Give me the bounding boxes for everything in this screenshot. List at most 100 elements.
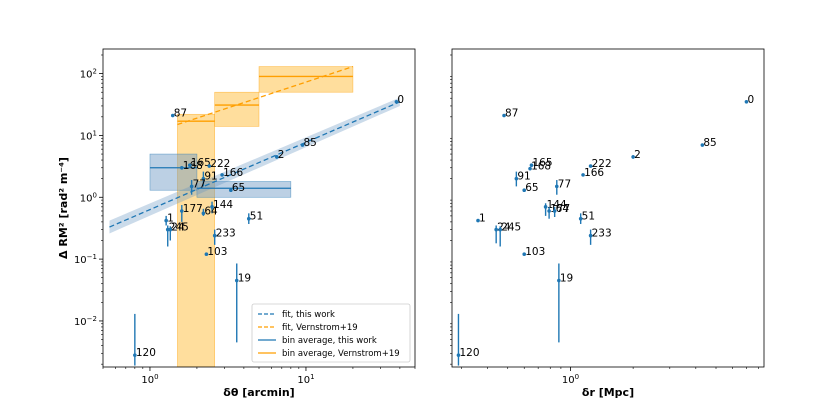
point-label: 120 <box>459 347 479 359</box>
point-label: 245 <box>169 222 189 234</box>
y-tick-label: 10−2 <box>74 315 97 328</box>
data-point <box>700 143 705 147</box>
data-point <box>164 218 168 223</box>
data-point <box>522 252 527 257</box>
point-label: 120 <box>136 347 156 359</box>
y-axis-label: Δ RM² [rad² m⁻⁴] <box>57 157 70 259</box>
data-point <box>201 211 206 216</box>
point-label: 2 <box>278 149 285 161</box>
legend-box <box>251 303 411 363</box>
y-tick-label: 101 <box>80 129 97 142</box>
point-label: 168 <box>183 160 203 172</box>
data-point <box>187 163 192 168</box>
data-point <box>201 176 206 181</box>
point-label: 19 <box>238 273 251 285</box>
data-point <box>744 99 749 104</box>
x-axis-label: δr [Mpc] <box>582 386 634 399</box>
point-label: 85 <box>303 137 316 149</box>
fit-this-work-line <box>109 101 401 228</box>
data-point <box>502 113 506 118</box>
x-tick-label: 100 <box>562 373 579 386</box>
point-label: 1 <box>479 213 486 225</box>
data-point <box>543 205 548 209</box>
point-label: 103 <box>207 246 227 258</box>
y-tick-label: 100 <box>80 191 97 204</box>
point-label: 77 <box>193 178 206 190</box>
data-point <box>514 176 519 181</box>
point-label: 1 <box>167 213 174 225</box>
legend-label: bin average, this work <box>282 336 377 346</box>
fit-vernstrom-line <box>177 65 354 126</box>
point-label: 168 <box>531 161 551 173</box>
y-tick-label: 10−1 <box>74 253 97 266</box>
point-label: 24 <box>171 222 185 234</box>
point-label: 91 <box>517 171 530 183</box>
data-point <box>554 184 559 189</box>
point-label: 103 <box>525 246 545 258</box>
x-axis-label: δθ [arcmin] <box>223 386 294 399</box>
vernstrom-bin-band <box>214 91 260 127</box>
point-label: 0 <box>747 94 754 106</box>
vernstrom-bin-band <box>258 66 354 93</box>
data-point <box>552 209 557 213</box>
data-point <box>494 227 498 232</box>
data-point <box>212 233 217 238</box>
data-point <box>631 155 635 159</box>
point-label: 65 <box>232 182 245 194</box>
data-point <box>204 252 209 257</box>
point-label: 85 <box>703 137 716 149</box>
point-label: 222 <box>210 158 230 170</box>
x-tick-label: 101 <box>297 373 314 386</box>
point-label: 65 <box>525 182 538 194</box>
data-point <box>133 353 137 357</box>
point-label: 51 <box>250 211 263 223</box>
point-label: 19 <box>560 273 573 285</box>
vernstrom-bin-band <box>177 113 215 367</box>
y-tick-label: 102 <box>80 68 97 81</box>
plot-frame <box>451 48 765 368</box>
data-point <box>180 165 184 170</box>
point-label: 87 <box>174 108 187 120</box>
data-point <box>394 99 399 104</box>
point-label: 2 <box>634 149 641 161</box>
point-label: 144 <box>213 199 233 211</box>
point-label: 177 <box>183 203 203 215</box>
point-label: 0 <box>397 94 404 106</box>
data-point <box>456 353 461 357</box>
data-point <box>189 184 194 189</box>
data-point <box>588 164 593 168</box>
data-point <box>578 216 583 221</box>
point-label: 91 <box>204 171 217 183</box>
data-point <box>300 143 305 147</box>
this-work-bin-band <box>196 181 292 198</box>
point-label: 87 <box>505 108 518 120</box>
data-point <box>168 227 173 232</box>
this-work-bin-band <box>149 153 198 191</box>
point-label: 233 <box>216 228 236 240</box>
point-label: 77 <box>558 178 571 190</box>
data-point <box>522 188 527 193</box>
data-point <box>529 163 534 168</box>
point-label: 165 <box>532 157 552 169</box>
data-point <box>274 155 279 159</box>
point-label: 165 <box>191 157 211 169</box>
x-tick-label: 100 <box>141 373 158 386</box>
data-point <box>180 209 184 213</box>
data-point <box>170 113 175 118</box>
data-point <box>210 205 214 209</box>
data-point <box>220 173 224 177</box>
data-point <box>229 188 233 193</box>
fit-this-work-band <box>109 97 400 234</box>
data-point <box>207 164 212 168</box>
data-point <box>581 173 585 177</box>
point-label: 233 <box>592 228 612 240</box>
data-point <box>246 216 251 221</box>
legend-label: fit, Vernstrom+19 <box>282 323 358 333</box>
point-label: 51 <box>582 211 595 223</box>
data-point <box>547 209 551 213</box>
